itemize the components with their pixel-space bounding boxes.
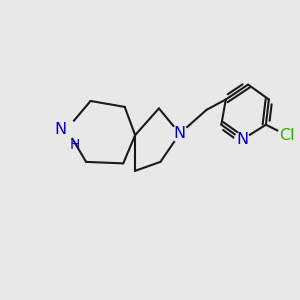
Text: N: N: [55, 122, 67, 137]
Circle shape: [57, 120, 76, 139]
Text: Cl: Cl: [279, 128, 295, 142]
Circle shape: [235, 132, 250, 147]
Text: N: N: [236, 132, 248, 147]
Circle shape: [278, 126, 296, 144]
Text: H: H: [69, 137, 80, 152]
Circle shape: [171, 125, 188, 142]
Text: N: N: [174, 126, 186, 141]
